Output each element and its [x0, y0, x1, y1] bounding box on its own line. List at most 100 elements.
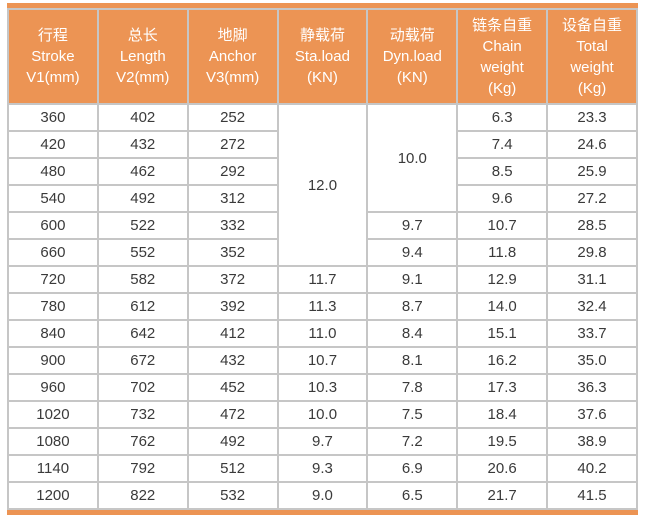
cell-stroke: 1080	[7, 427, 99, 456]
cell-dynamic-load: 6.5	[366, 481, 459, 510]
cell-length: 552	[96, 238, 189, 267]
spec-table-region: 行程 Stroke V1(mm) 总长 Length V2(mm) 地脚 Anc…	[7, 3, 638, 515]
cell-static-load: 11.3	[276, 292, 369, 321]
cell-length: 642	[96, 319, 189, 348]
header-anchor-en: Anchor	[208, 48, 257, 65]
cell-length: 702	[96, 373, 189, 402]
cell-dynamic-load: 8.4	[366, 319, 459, 348]
header-dynamic-load: 动载荷 Dyn.load (KN)	[366, 8, 459, 105]
cell-dynamic-load: 6.9	[366, 454, 459, 483]
cell-anchor: 292	[186, 157, 279, 186]
cell-length: 672	[96, 346, 189, 375]
cell-chain-weight: 7.4	[456, 130, 549, 159]
cell-dynamic-load: 9.1	[366, 265, 459, 294]
header-static-load: 静载荷 Sta.load (KN)	[276, 8, 369, 105]
header-total-weight-zh: 设备自重	[562, 16, 623, 34]
cell-total-weight: 29.8	[546, 238, 638, 267]
cell-static-load: 10.7	[276, 346, 369, 375]
cell-chain-weight: 21.7	[456, 481, 549, 510]
table-row: 540 492 312 9.6 27.2	[7, 184, 638, 213]
cell-total-weight: 32.4	[546, 292, 638, 321]
cell-total-weight: 24.6	[546, 130, 638, 159]
header-anchor-unit: V3(mm)	[205, 69, 260, 86]
table-row: 1080 762 492 9.7 7.2 19.5 38.9	[7, 427, 638, 456]
cell-total-weight: 23.3	[546, 103, 638, 132]
header-stroke: 行程 Stroke V1(mm)	[7, 8, 99, 105]
header-length-zh: 总长	[127, 27, 158, 44]
cell-static-load: 11.0	[276, 319, 369, 348]
table-row: 840 642 412 11.0 8.4 15.1 33.7	[7, 319, 638, 348]
cell-anchor: 472	[186, 400, 279, 429]
cell-chain-weight: 12.9	[456, 265, 549, 294]
table-row: 1020 732 472 10.0 7.5 18.4 37.6	[7, 400, 638, 429]
cell-length: 522	[96, 211, 189, 240]
cell-total-weight: 27.2	[546, 184, 638, 213]
cell-total-weight: 28.5	[546, 211, 638, 240]
table-row: 660 552 352 9.4 11.8 29.8	[7, 238, 638, 267]
cell-total-weight: 36.3	[546, 373, 638, 402]
header-chain-weight-unit: (Kg)	[487, 79, 517, 97]
cell-stroke: 480	[7, 157, 99, 186]
cell-stroke: 660	[7, 238, 99, 267]
cell-dynamic-load: 8.1	[366, 346, 459, 375]
cell-length: 492	[96, 184, 189, 213]
table-row: 480 462 292 8.5 25.9	[7, 157, 638, 186]
cell-length: 582	[96, 265, 189, 294]
cell-anchor: 492	[186, 427, 279, 456]
cell-chain-weight: 15.1	[456, 319, 549, 348]
header-static-load-en: Sta.load	[294, 48, 350, 65]
cell-stroke: 600	[7, 211, 99, 240]
bottom-accent-bar	[7, 510, 638, 515]
cell-anchor: 512	[186, 454, 279, 483]
cell-length: 402	[96, 103, 189, 132]
cell-stroke: 1020	[7, 400, 99, 429]
cell-static-load: 9.7	[276, 427, 369, 456]
cell-chain-weight: 16.2	[456, 346, 549, 375]
cell-length: 792	[96, 454, 189, 483]
cell-dynamic-load: 7.5	[366, 400, 459, 429]
cell-anchor: 272	[186, 130, 279, 159]
cell-static-load: 9.0	[276, 481, 369, 510]
header-length-en: Length	[119, 48, 166, 65]
cell-total-weight: 35.0	[546, 346, 638, 375]
cell-stroke: 1200	[7, 481, 99, 510]
header-total-weight-unit: (Kg)	[577, 79, 607, 97]
top-accent-bar	[7, 3, 638, 8]
table-row: 900 672 432 10.7 8.1 16.2 35.0	[7, 346, 638, 375]
cell-stroke: 720	[7, 265, 99, 294]
cell-stroke: 780	[7, 292, 99, 321]
cell-total-weight: 38.9	[546, 427, 638, 456]
cell-dynamic-load-merged: 10.0	[366, 103, 459, 213]
cell-anchor: 252	[186, 103, 279, 132]
cell-chain-weight: 14.0	[456, 292, 549, 321]
cell-stroke: 420	[7, 130, 99, 159]
table-row: 1200 822 532 9.0 6.5 21.7 41.5	[7, 481, 638, 510]
cell-chain-weight: 20.6	[456, 454, 549, 483]
cell-length: 432	[96, 130, 189, 159]
cell-anchor: 312	[186, 184, 279, 213]
cell-static-load-merged: 12.0	[276, 103, 369, 267]
cell-anchor: 452	[186, 373, 279, 402]
cell-anchor: 332	[186, 211, 279, 240]
header-stroke-zh: 行程	[37, 27, 68, 44]
table-row: 960 702 452 10.3 7.8 17.3 36.3	[7, 373, 638, 402]
header-total-weight: 设备自重 Total weight (Kg)	[546, 8, 638, 105]
table-row: 600 522 332 9.7 10.7 28.5	[7, 211, 638, 240]
cell-length: 822	[96, 481, 189, 510]
cell-chain-weight: 11.8	[456, 238, 549, 267]
cell-anchor: 432	[186, 346, 279, 375]
header-chain-weight-en2: weight	[480, 58, 524, 76]
cell-static-load: 9.3	[276, 454, 369, 483]
cell-anchor: 372	[186, 265, 279, 294]
cell-chain-weight: 6.3	[456, 103, 549, 132]
cell-stroke: 540	[7, 184, 99, 213]
header-anchor-zh: 地脚	[217, 27, 248, 44]
header-length-unit: V2(mm)	[116, 69, 170, 86]
header-total-weight-en1: Total	[576, 37, 608, 55]
cell-dynamic-load: 8.7	[366, 292, 459, 321]
header-stroke-en: Stroke	[31, 48, 75, 65]
cell-chain-weight: 17.3	[456, 373, 549, 402]
cell-stroke: 960	[7, 373, 99, 402]
cell-length: 612	[96, 292, 189, 321]
table-row: 720 582 372 11.7 9.1 12.9 31.1	[7, 265, 638, 294]
